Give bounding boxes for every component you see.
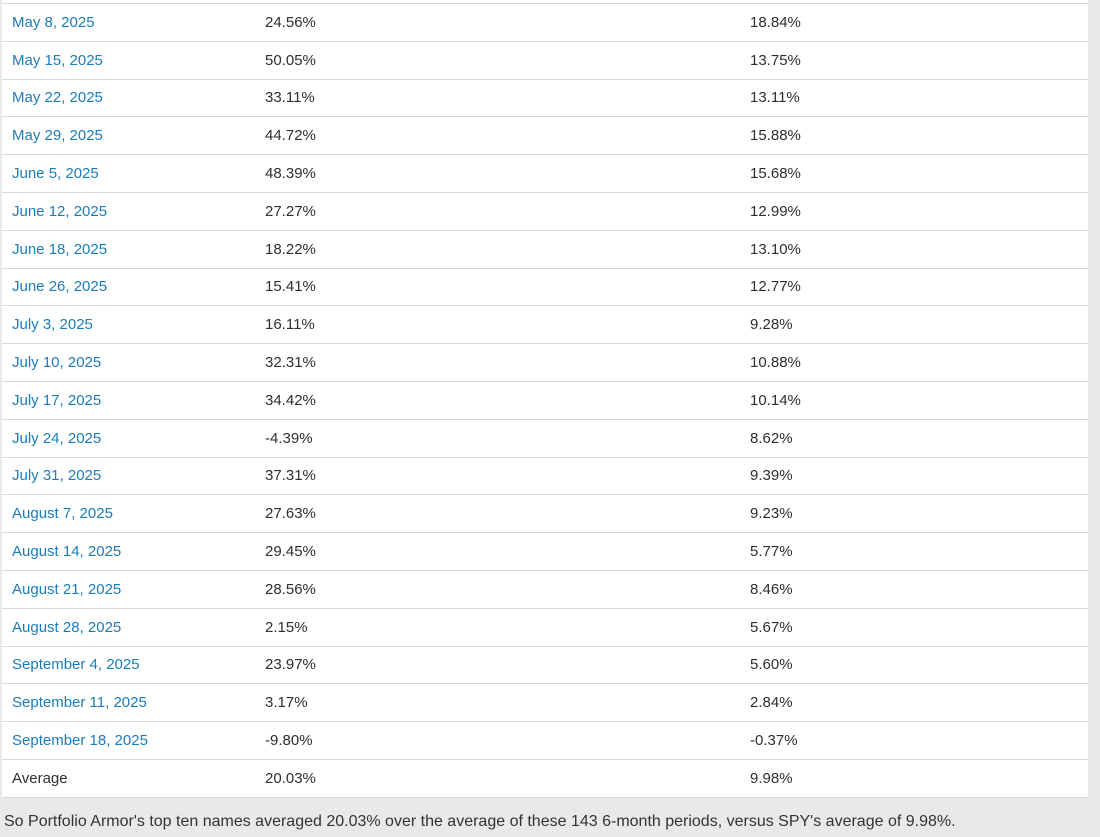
top-names-return-value: 44.72% [265, 127, 316, 145]
table-row: July 24, 2025 -4.39% 8.62% [2, 419, 1088, 458]
spy-return-value: 13.75% [750, 51, 801, 69]
table-row: May 22, 2025 33.11% 13.11% [2, 79, 1088, 118]
table-row: September 11, 2025 3.17% 2.84% [2, 684, 1088, 723]
table-row: June 5, 2025 48.39% 15.68% [2, 155, 1088, 193]
top-names-return-value: 32.31% [265, 354, 316, 372]
top-names-return-value: 24.56% [265, 13, 316, 31]
spy-return-value: 5.60% [750, 656, 793, 674]
date-link[interactable]: August 21, 2025 [12, 580, 122, 598]
table-row: May 15, 2025 50.05% 13.75% [2, 41, 1088, 80]
top-names-return-value: 28.56% [265, 580, 316, 598]
date-link[interactable]: May 29, 2025 [12, 127, 103, 145]
top-names-return-value: 16.11% [265, 316, 315, 334]
table-row: July 17, 2025 34.42% 10.14% [2, 381, 1088, 420]
top-names-return-value: 29.45% [265, 543, 316, 561]
top-names-return-value: 50.05% [265, 51, 316, 69]
spy-return-value: 8.46% [750, 580, 793, 598]
table-body: May 8, 2025 24.56% 18.84% May 15, 2025 5… [2, 4, 1088, 760]
top-names-return-value: 27.63% [265, 505, 316, 523]
date-link[interactable]: June 26, 2025 [12, 278, 108, 296]
spy-return-value: 2.84% [750, 694, 793, 712]
average-row: Average 20.03% 9.98% [2, 759, 1088, 798]
spy-return-value: 9.23% [750, 505, 793, 523]
date-link[interactable]: June 18, 2025 [12, 240, 108, 258]
spy-return-value: 13.11% [750, 89, 800, 107]
spy-return-value: 13.10% [750, 240, 801, 258]
spy-return-value: 12.99% [750, 202, 801, 220]
date-link[interactable]: July 3, 2025 [12, 316, 93, 334]
table-row: July 10, 2025 32.31% 10.88% [2, 344, 1088, 382]
table-row: May 8, 2025 24.56% 18.84% [2, 4, 1088, 42]
top-names-return-value: -4.39% [265, 429, 313, 447]
date-link[interactable]: September 18, 2025 [12, 732, 148, 750]
spy-return-value: 9.28% [750, 316, 793, 334]
spy-return-value: 9.39% [750, 467, 793, 485]
top-names-return-value: 18.22% [265, 240, 316, 258]
spy-return-value: 10.88% [750, 354, 801, 372]
date-link[interactable]: July 17, 2025 [12, 391, 102, 409]
table-row: July 3, 2025 16.11% 9.28% [2, 306, 1088, 345]
table-row: June 18, 2025 18.22% 13.10% [2, 230, 1088, 269]
top-names-return-value: -9.80% [265, 732, 313, 750]
summary-text: So Portfolio Armor's top ten names avera… [4, 812, 956, 830]
top-names-return-value: 15.41% [265, 278, 316, 296]
average-top-names-return: 20.03% [265, 769, 316, 787]
date-link[interactable]: September 11, 2025 [12, 694, 147, 712]
table-row: September 18, 2025 -9.80% -0.37% [2, 722, 1088, 760]
spy-return-value: 12.77% [750, 278, 801, 296]
top-names-return-value: 3.17% [265, 694, 308, 712]
top-names-return-value: 23.97% [265, 656, 316, 674]
top-names-return-value: 34.42% [265, 391, 316, 409]
top-names-return-value: 27.27% [265, 202, 316, 220]
top-names-return-value: 48.39% [265, 165, 316, 183]
date-link[interactable]: July 24, 2025 [12, 429, 102, 447]
table-row: September 4, 2025 23.97% 5.60% [2, 646, 1088, 685]
spy-return-value: 5.67% [750, 618, 793, 636]
top-names-return-value: 37.31% [265, 467, 316, 485]
average-label: Average [12, 769, 68, 787]
date-link[interactable]: June 5, 2025 [12, 165, 99, 183]
date-link[interactable]: August 14, 2025 [12, 543, 122, 561]
table-row: June 26, 2025 15.41% 12.77% [2, 268, 1088, 307]
spy-return-value: 5.77% [750, 543, 793, 561]
spy-return-value: 15.68% [750, 165, 801, 183]
date-link[interactable]: May 15, 2025 [12, 51, 103, 69]
date-link[interactable]: June 12, 2025 [12, 202, 108, 220]
spy-return-value: 10.14% [750, 391, 801, 409]
table-row: May 29, 2025 44.72% 15.88% [2, 117, 1088, 156]
table-row: August 28, 2025 2.15% 5.67% [2, 608, 1088, 647]
date-link[interactable]: May 8, 2025 [12, 13, 95, 31]
table-row: June 12, 2025 27.27% 12.99% [2, 192, 1088, 231]
cropped-previous-row [2, 0, 1088, 4]
average-spy-return: 9.98% [750, 769, 793, 787]
top-names-return-value: 2.15% [265, 618, 308, 636]
date-link[interactable]: August 7, 2025 [12, 505, 113, 523]
spy-return-value: -0.37% [750, 732, 798, 750]
table-row: August 21, 2025 28.56% 8.46% [2, 570, 1088, 609]
top-names-return-value: 33.11% [265, 89, 315, 107]
date-link[interactable]: August 28, 2025 [12, 618, 122, 636]
table-row: August 14, 2025 29.45% 5.77% [2, 533, 1088, 571]
date-link[interactable]: September 4, 2025 [12, 656, 140, 674]
date-link[interactable]: May 22, 2025 [12, 89, 103, 107]
spy-return-value: 8.62% [750, 429, 793, 447]
date-link[interactable]: July 31, 2025 [12, 467, 102, 485]
spy-return-value: 15.88% [750, 127, 801, 145]
returns-table: May 8, 2025 24.56% 18.84% May 15, 2025 5… [2, 0, 1088, 798]
table-row: August 7, 2025 27.63% 9.23% [2, 495, 1088, 534]
date-link[interactable]: July 10, 2025 [12, 354, 102, 372]
table-row: July 31, 2025 37.31% 9.39% [2, 457, 1088, 496]
spy-return-value: 18.84% [750, 13, 801, 31]
